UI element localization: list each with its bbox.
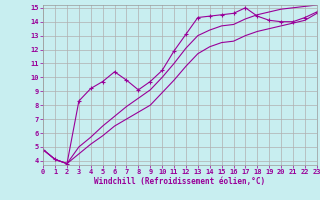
X-axis label: Windchill (Refroidissement éolien,°C): Windchill (Refroidissement éolien,°C) (94, 177, 266, 186)
